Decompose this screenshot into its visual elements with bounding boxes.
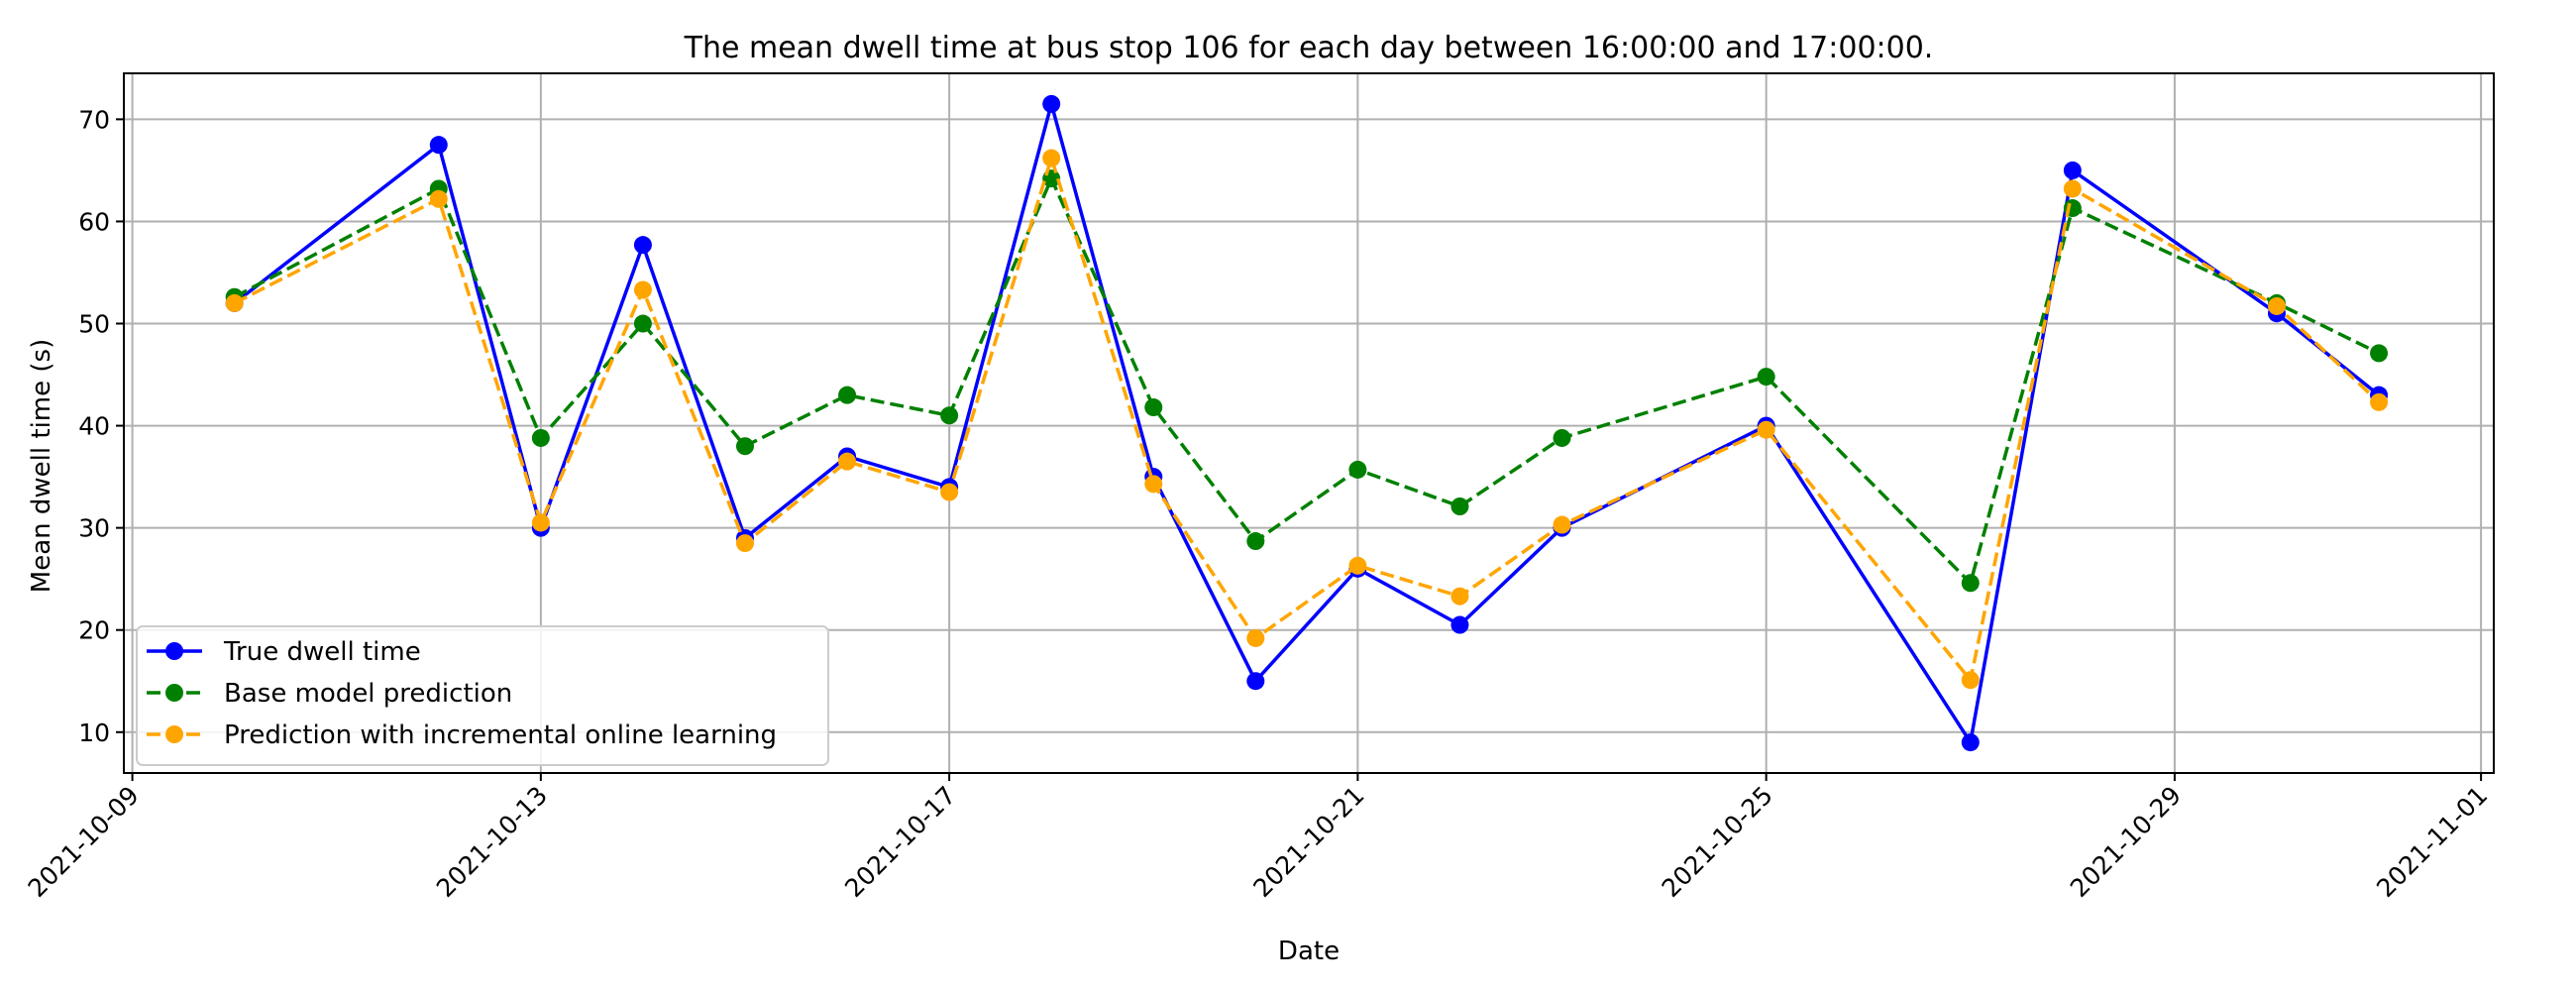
data-point <box>1553 515 1571 534</box>
x-tick-label: 2021-10-25 <box>1657 781 1778 903</box>
legend-label: Base model prediction <box>224 679 512 709</box>
data-point <box>633 280 652 299</box>
chart-title: The mean dwell time at bus stop 106 for … <box>684 31 1934 65</box>
data-point <box>1450 615 1469 634</box>
data-point <box>735 534 754 553</box>
data-point <box>1144 475 1163 494</box>
data-point <box>225 293 244 312</box>
data-point <box>838 386 857 404</box>
data-point <box>1961 574 1980 593</box>
data-point <box>2370 344 2389 363</box>
x-tick-label: 2021-10-21 <box>1247 781 1369 903</box>
data-point <box>1450 497 1469 515</box>
x-axis-label: Date <box>1278 937 1340 966</box>
data-point <box>1042 149 1061 167</box>
y-tick-label: 20 <box>78 616 110 645</box>
series-line <box>233 102 2381 744</box>
x-tick-label: 2021-10-17 <box>839 781 961 903</box>
series-line <box>233 156 2381 682</box>
y-tick-label: 30 <box>78 514 110 543</box>
data-point <box>1348 556 1367 575</box>
x-tick-label: 2021-10-13 <box>431 781 553 903</box>
data-point <box>2370 392 2389 411</box>
series-line <box>233 176 2380 586</box>
data-point <box>1348 460 1367 479</box>
data-point <box>531 428 550 447</box>
data-point <box>1757 368 1775 387</box>
series-3 <box>225 149 2389 690</box>
data-point <box>1961 671 1980 690</box>
legend-marker <box>165 684 183 702</box>
legend: True dwell time Base model prediction Pred… <box>136 625 829 766</box>
y-tick-label: 50 <box>78 310 110 339</box>
data-point <box>1757 420 1775 439</box>
legend-marker <box>165 725 183 743</box>
data-point <box>2063 161 2082 179</box>
x-tick-label: 2021-10-09 <box>23 781 145 903</box>
legend-marker <box>165 642 183 660</box>
y-tick-label: 40 <box>78 412 110 441</box>
data-point <box>1042 94 1061 113</box>
x-tick-label: 2021-11-01 <box>2371 781 2493 903</box>
data-point <box>2063 179 2082 198</box>
series-lines <box>225 94 2389 752</box>
y-tick-label: 60 <box>78 207 110 236</box>
data-point <box>1246 532 1265 551</box>
data-point <box>1961 733 1980 752</box>
data-point <box>1246 672 1265 691</box>
data-point <box>1553 428 1571 447</box>
legend-box <box>136 625 829 766</box>
data-point <box>1144 398 1163 417</box>
y-tick-label: 70 <box>78 105 110 134</box>
data-point <box>531 513 550 532</box>
plot-area-frame <box>123 72 2495 774</box>
data-point <box>1450 587 1469 606</box>
data-point <box>429 136 448 155</box>
data-point <box>838 452 857 471</box>
data-point <box>633 314 652 333</box>
data-point <box>940 406 959 425</box>
data-point <box>1246 628 1265 647</box>
y-tick-label: 10 <box>78 719 110 747</box>
legend-label: Prediction with incremental online learn… <box>224 720 777 750</box>
legend-label: True dwell time <box>223 637 421 667</box>
data-point <box>429 189 448 208</box>
data-point <box>633 236 652 255</box>
axis-ticks: 2021-10-09 2021-10-13 2021-10-17 2021-10-21… <box>23 105 2494 903</box>
data-point <box>940 483 959 501</box>
data-point <box>735 437 754 456</box>
y-axis-label: Mean dwell time (s) <box>27 339 56 593</box>
x-tick-label: 2021-10-29 <box>2065 781 2187 903</box>
data-point <box>2267 296 2286 315</box>
